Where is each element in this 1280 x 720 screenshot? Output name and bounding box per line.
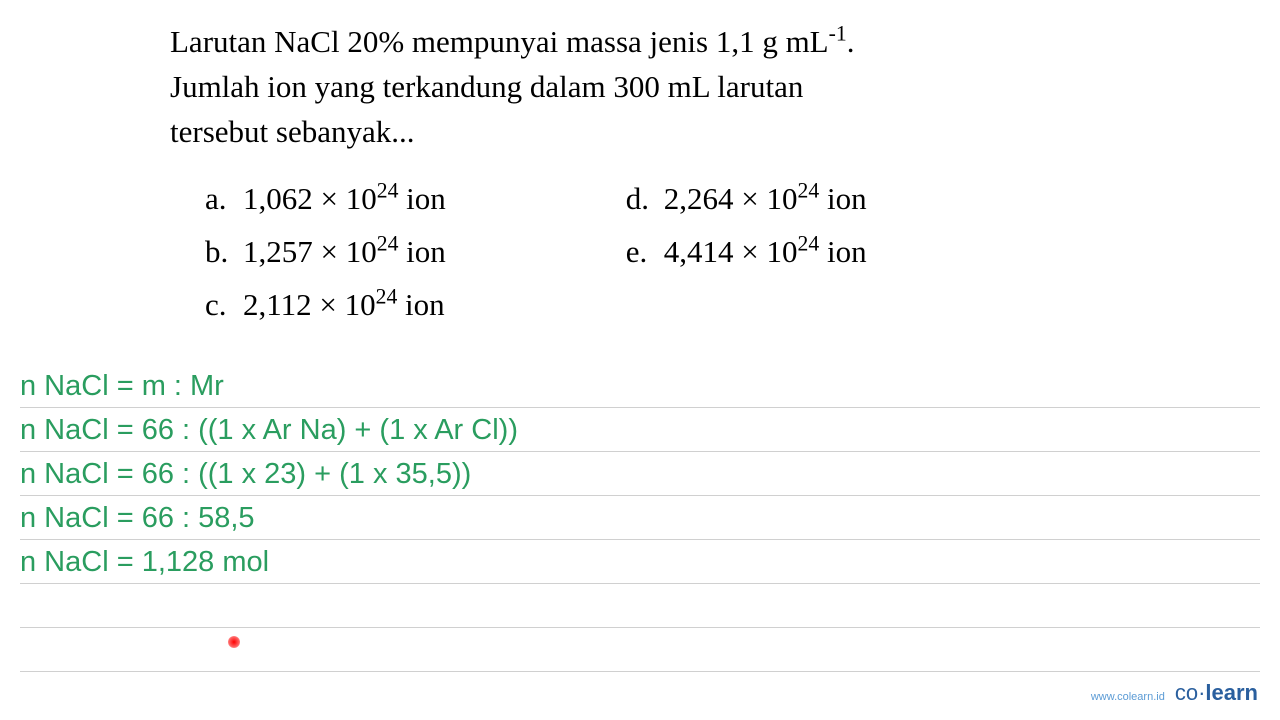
options-col1: a. 1,062 × 1024 ion b. 1,257 × 1024 ion … [205, 177, 446, 336]
work-line: n NaCl = 66 : 58,5 [20, 496, 1260, 540]
work-line: n NaCl = 66 : ((1 x Ar Na) + (1 x Ar Cl)… [20, 408, 1260, 452]
option-value: 1,062 × 1024 ion [243, 177, 446, 222]
footer-logo: co·learn [1175, 680, 1258, 706]
pointer-dot-icon [228, 636, 240, 648]
work-line: n NaCl = 66 : ((1 x 23) + (1 x 35,5)) [20, 452, 1260, 496]
question-line3: tersebut sebanyak... [170, 114, 414, 149]
option-value: 2,112 × 1024 ion [243, 283, 445, 328]
option-letter: d. [626, 177, 664, 222]
option-b: b. 1,257 × 1024 ion [205, 230, 446, 275]
option-d: d. 2,264 × 1024 ion [626, 177, 867, 222]
question-line2: Jumlah ion yang terkandung dalam 300 mL … [170, 69, 803, 104]
option-value: 4,414 × 1024 ion [664, 230, 867, 275]
footer: www.colearn.id co·learn [1091, 680, 1258, 706]
footer-url: www.colearn.id [1091, 691, 1165, 703]
question-line1-sup: -1 [829, 22, 847, 46]
option-letter: e. [626, 230, 664, 275]
option-letter: b. [205, 230, 243, 275]
option-a: a. 1,062 × 1024 ion [205, 177, 446, 222]
logo-learn: learn [1205, 680, 1258, 705]
work-line: n NaCl = 1,128 mol [20, 540, 1260, 584]
option-c: c. 2,112 × 1024 ion [205, 283, 446, 328]
option-letter: a. [205, 177, 243, 222]
question-area: Larutan NaCl 20% mempunyai massa jenis 1… [0, 0, 1280, 346]
work-area: n NaCl = m : Mr n NaCl = 66 : ((1 x Ar N… [0, 364, 1280, 672]
work-line [20, 628, 1260, 672]
options-container: a. 1,062 × 1024 ion b. 1,257 × 1024 ion … [170, 177, 1110, 336]
option-letter: c. [205, 283, 243, 328]
work-line [20, 584, 1260, 628]
options-col2: d. 2,264 × 1024 ion e. 4,414 × 1024 ion [626, 177, 867, 336]
question-line1-part1: Larutan NaCl 20% mempunyai massa jenis 1… [170, 24, 829, 59]
logo-co: co [1175, 680, 1198, 705]
question-line1-part2: . [847, 24, 855, 59]
question-text: Larutan NaCl 20% mempunyai massa jenis 1… [170, 20, 1110, 155]
option-value: 2,264 × 1024 ion [664, 177, 867, 222]
option-value: 1,257 × 1024 ion [243, 230, 446, 275]
work-line: n NaCl = m : Mr [20, 364, 1260, 408]
option-e: e. 4,414 × 1024 ion [626, 230, 867, 275]
